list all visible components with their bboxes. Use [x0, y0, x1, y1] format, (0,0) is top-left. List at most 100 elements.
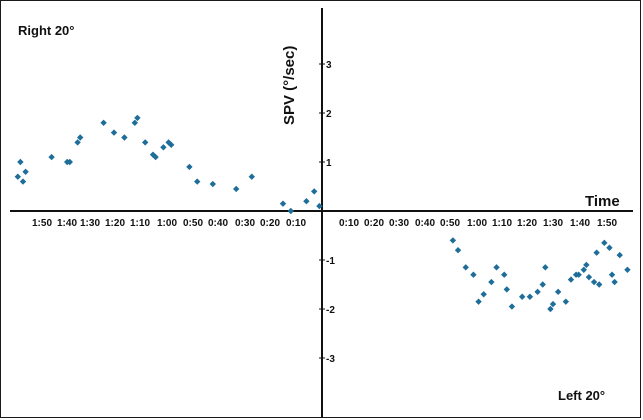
- data-point-left-20: [526, 293, 534, 300]
- data-point-left-20: [606, 244, 613, 251]
- data-point-left-20: [608, 271, 616, 278]
- data-points: [14, 114, 631, 313]
- x-tick-label: 0:50: [440, 218, 460, 229]
- data-point-left-20: [590, 278, 598, 286]
- data-point-left-20: [567, 276, 575, 283]
- data-point-right-20: [121, 134, 128, 141]
- data-point-left-20: [470, 271, 477, 278]
- data-point-right-20: [19, 178, 27, 185]
- data-point-left-20: [575, 271, 582, 278]
- x-tick-label: 1:10: [130, 218, 150, 229]
- data-point-left-20: [454, 247, 462, 254]
- x-tick-label: 0:20: [364, 218, 384, 229]
- x-axis-title: Time: [585, 193, 620, 210]
- data-point-right-20: [311, 188, 318, 195]
- x-tick-label: 0:20: [260, 218, 280, 229]
- data-point-right-20: [168, 141, 175, 149]
- data-point-left-20: [547, 305, 554, 313]
- data-point-right-20: [48, 153, 55, 161]
- x-ticks-left: 1:50 1:40 1:30 1:20 1:10 1:00 0:50 0:40 0:30 0:20…: [32, 218, 306, 229]
- data-point-left-20: [616, 251, 623, 259]
- y-axis-title: SPV (°/sec): [281, 46, 298, 125]
- left-panel-label: Right 20°: [18, 23, 74, 38]
- data-point-left-20: [475, 298, 482, 305]
- x-tick-label: 1:50: [597, 218, 617, 229]
- y-tick-label: -3: [326, 354, 335, 365]
- x-tick-label: 1:20: [517, 218, 537, 229]
- data-point-left-20: [449, 237, 457, 244]
- data-point-left-20: [593, 249, 600, 256]
- x-tick-label: 0:50: [183, 218, 203, 229]
- x-tick-label: 1:00: [157, 218, 177, 229]
- y-ticks: 3 2 1 -1 -2 -3: [319, 60, 335, 365]
- data-point-left-20: [562, 298, 570, 305]
- data-point-right-20: [194, 178, 201, 185]
- data-point-right-20: [186, 163, 193, 171]
- x-tick-label: 0:30: [389, 218, 409, 229]
- data-point-left-20: [519, 293, 526, 300]
- data-point-right-20: [160, 144, 167, 151]
- data-point-right-20: [134, 114, 141, 122]
- x-tick-label: 0:40: [208, 218, 228, 229]
- data-point-left-20: [480, 291, 487, 298]
- data-point-right-20: [279, 200, 287, 207]
- x-tick-label: 1:50: [32, 218, 52, 229]
- data-point-right-20: [316, 202, 323, 210]
- data-point-right-20: [209, 180, 216, 188]
- x-tick-label: 1:40: [57, 218, 77, 229]
- data-point-left-20: [503, 286, 510, 293]
- data-point-right-20: [17, 158, 24, 166]
- data-point-left-20: [601, 239, 608, 247]
- data-point-right-20: [287, 207, 294, 215]
- y-tick-label: -2: [326, 305, 335, 316]
- data-point-right-20: [248, 173, 255, 180]
- data-point-left-20: [624, 266, 631, 273]
- data-point-left-20: [549, 300, 557, 308]
- y-tick-label: 3: [326, 60, 332, 71]
- data-point-left-20: [488, 278, 495, 286]
- data-point-right-20: [233, 185, 240, 193]
- data-point-left-20: [580, 266, 587, 273]
- x-tick-label: 1:40: [570, 218, 590, 229]
- x-ticks-right: 0:10 0:20 0:30 0:40 0:50 1:00 1:10 1:20 1:30 1:40…: [339, 218, 617, 229]
- x-tick-label: 0:30: [235, 218, 255, 229]
- data-point-right-20: [14, 173, 21, 180]
- x-tick-label: 1:30: [543, 218, 563, 229]
- data-point-left-20: [501, 271, 508, 278]
- x-tick-label: 0:40: [415, 218, 435, 229]
- y-tick-label: 2: [326, 109, 332, 120]
- data-point-right-20: [149, 151, 157, 158]
- x-tick-label: 1:20: [105, 218, 125, 229]
- data-point-left-20: [534, 288, 541, 296]
- x-tick-label: 0:10: [339, 218, 359, 229]
- data-point-left-20: [583, 261, 590, 269]
- data-point-left-20: [493, 264, 500, 271]
- data-point-left-20: [554, 288, 562, 296]
- data-point-right-20: [152, 153, 159, 161]
- data-point-left-20: [462, 264, 469, 271]
- axes: [10, 8, 633, 418]
- x-tick-label: 1:00: [467, 218, 487, 229]
- right-panel-label: Left 20°: [558, 388, 605, 403]
- x-tick-label: 0:10: [286, 218, 306, 229]
- data-point-right-20: [66, 158, 73, 166]
- x-tick-label: 1:10: [492, 218, 512, 229]
- x-tick-label: 1:30: [80, 218, 100, 229]
- y-tick-label: 1: [326, 158, 332, 169]
- data-point-left-20: [585, 273, 593, 281]
- data-point-left-20: [539, 281, 546, 288]
- data-point-right-20: [100, 119, 107, 126]
- data-point-right-20: [142, 139, 149, 146]
- data-point-right-20: [74, 139, 81, 146]
- data-point-left-20: [596, 281, 603, 288]
- data-point-left-20: [611, 278, 618, 286]
- data-point-left-20: [508, 303, 516, 310]
- data-point-right-20: [77, 134, 84, 141]
- data-point-right-20: [22, 168, 29, 175]
- y-tick-label: -1: [326, 256, 335, 267]
- data-point-right-20: [131, 119, 138, 126]
- data-point-right-20: [303, 198, 310, 205]
- data-point-left-20: [542, 264, 549, 271]
